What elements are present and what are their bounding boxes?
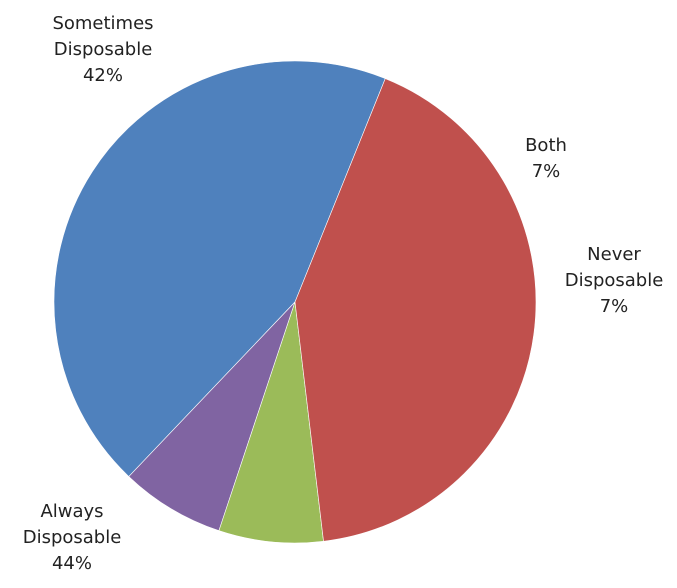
slice-label-never-disposable: Never Disposable 7% xyxy=(565,242,664,320)
slice-label-line: Sometimes xyxy=(52,13,154,34)
pie-slice-sometimes-disposable xyxy=(294,78,537,542)
slice-percent: 7% xyxy=(531,161,561,182)
pie-slice-never-disposable xyxy=(128,301,296,532)
pie-slice-both xyxy=(218,301,324,544)
slice-label-line: Never xyxy=(587,244,641,265)
slice-label-line: Always xyxy=(40,501,104,522)
slice-label-always-disposable: Always Disposable 44% xyxy=(23,499,122,577)
slice-percent: 44% xyxy=(51,553,92,574)
slice-label-line: Disposable xyxy=(564,270,664,291)
slice-percent: 42% xyxy=(82,65,123,86)
slice-percent: 7% xyxy=(599,296,629,317)
slice-label-line: Both xyxy=(525,135,567,156)
slice-label-both: Both 7% xyxy=(525,133,567,185)
slice-label-sometimes-disposable: Sometimes Disposable 42% xyxy=(52,11,153,89)
pie-slice-always-disposable xyxy=(53,60,386,477)
slice-label-line: Disposable xyxy=(53,39,153,60)
slice-label-line: Disposable xyxy=(22,527,122,548)
